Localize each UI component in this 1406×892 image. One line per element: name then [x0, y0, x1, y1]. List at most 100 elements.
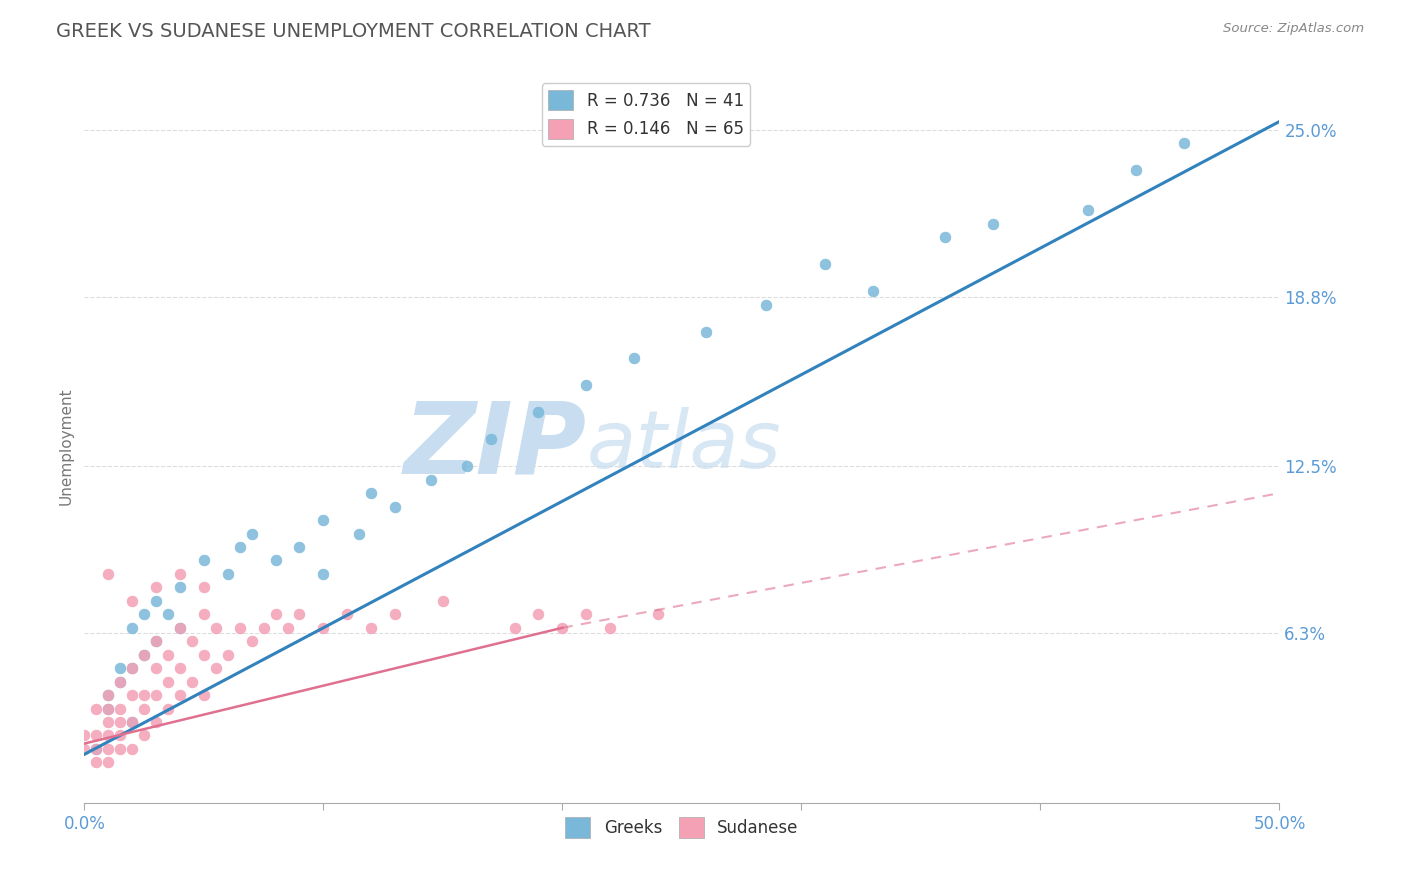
Point [755, 298, 778, 312]
Point [121, 742, 143, 756]
Point [312, 566, 335, 581]
Point [121, 661, 143, 675]
Point [205, 661, 228, 675]
Point [132, 729, 156, 743]
Point [181, 634, 204, 648]
Point [110, 701, 132, 715]
Point [97, 756, 120, 770]
Point [205, 621, 228, 635]
Point [288, 607, 311, 622]
Point [97, 566, 120, 581]
Point [97, 688, 120, 702]
Point [288, 540, 311, 554]
Point [97, 729, 120, 743]
Point [264, 607, 287, 622]
Text: atlas: atlas [586, 407, 782, 485]
Text: GREEK VS SUDANESE UNEMPLOYMENT CORRELATION CHART: GREEK VS SUDANESE UNEMPLOYMENT CORRELATI… [56, 22, 651, 41]
Point [181, 674, 204, 689]
Point [312, 621, 335, 635]
Point [384, 500, 406, 514]
Point [132, 688, 156, 702]
Point [193, 648, 215, 662]
Point [110, 674, 132, 689]
Point [169, 580, 191, 594]
Point [193, 688, 215, 702]
Legend: Greeks, Sudanese: Greeks, Sudanese [558, 811, 806, 845]
Point [157, 674, 180, 689]
Point [240, 526, 263, 541]
Point [169, 566, 191, 581]
Point [277, 621, 299, 635]
Point [145, 661, 167, 675]
Point [132, 648, 156, 662]
Point [420, 473, 443, 487]
Point [360, 486, 382, 500]
Point [349, 526, 371, 541]
Point [145, 634, 167, 648]
Point [253, 621, 276, 635]
Point [193, 607, 215, 622]
Point [193, 553, 215, 567]
Point [145, 634, 167, 648]
Point [647, 607, 669, 622]
Point [110, 714, 132, 729]
Point [73, 742, 96, 756]
Point [110, 674, 132, 689]
Point [157, 607, 180, 622]
Point [169, 621, 191, 635]
Point [157, 648, 180, 662]
Point [479, 432, 502, 446]
Point [97, 688, 120, 702]
Point [240, 634, 263, 648]
Point [86, 742, 108, 756]
Point [97, 742, 120, 756]
Point [110, 661, 132, 675]
Point [432, 594, 454, 608]
Point [695, 325, 717, 339]
Point [575, 607, 598, 622]
Point [229, 621, 252, 635]
Point [1125, 163, 1147, 178]
Text: Source: ZipAtlas.com: Source: ZipAtlas.com [1223, 22, 1364, 36]
Point [193, 580, 215, 594]
Point [157, 701, 180, 715]
Point [121, 714, 143, 729]
Text: ZIP: ZIP [404, 398, 586, 494]
Point [121, 661, 143, 675]
Point [981, 217, 1004, 231]
Point [132, 607, 156, 622]
Point [264, 553, 287, 567]
Point [312, 513, 335, 527]
Point [132, 648, 156, 662]
Point [503, 621, 526, 635]
Point [456, 459, 478, 474]
Point [934, 230, 956, 244]
Point [97, 714, 120, 729]
Point [145, 688, 167, 702]
Point [145, 580, 167, 594]
Point [110, 742, 132, 756]
Point [814, 257, 837, 271]
Point [169, 621, 191, 635]
Point [229, 540, 252, 554]
Point [527, 607, 550, 622]
Point [384, 607, 406, 622]
Point [145, 594, 167, 608]
Point [169, 661, 191, 675]
Point [599, 621, 621, 635]
Point [121, 594, 143, 608]
Y-axis label: Unemployment: Unemployment [58, 387, 73, 505]
Point [360, 621, 382, 635]
Point [217, 566, 239, 581]
Point [73, 729, 96, 743]
Point [86, 756, 108, 770]
Point [575, 378, 598, 392]
Point [169, 688, 191, 702]
Point [121, 688, 143, 702]
Point [551, 621, 574, 635]
Point [623, 351, 645, 366]
Point [110, 729, 132, 743]
Point [86, 742, 108, 756]
Point [97, 701, 120, 715]
Point [145, 714, 167, 729]
